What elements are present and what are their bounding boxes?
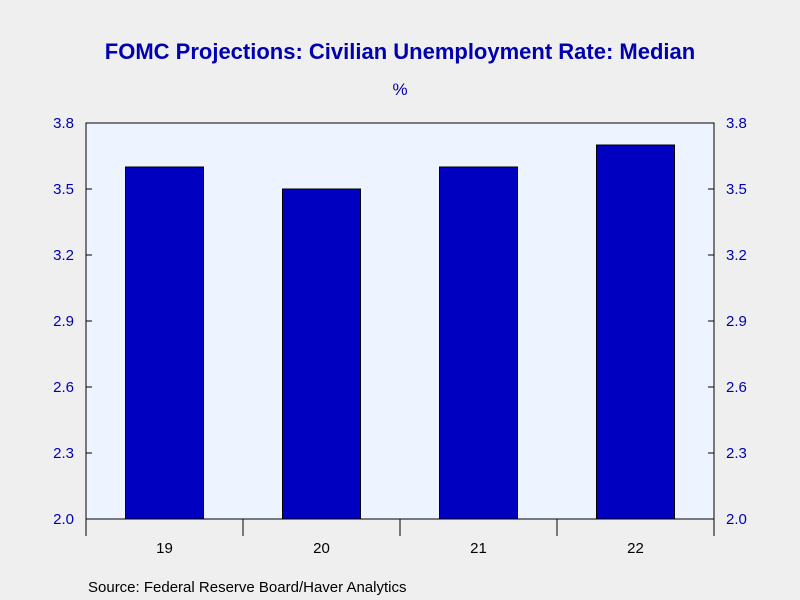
bar-19 bbox=[125, 166, 204, 520]
left-y-axis: 2.0 2.3 2.6 2.9 3.2 3.5 3.8 bbox=[53, 115, 92, 528]
right-y-axis: 2.0 2.3 2.6 2.9 3.2 3.5 3.8 bbox=[708, 115, 747, 528]
right-y-tick-label: 3.8 bbox=[726, 115, 747, 132]
right-y-tick-label: 2.0 bbox=[726, 511, 747, 528]
right-y-tick-label: 3.2 bbox=[726, 247, 747, 264]
chart-title: FOMC Projections: Civilian Unemployment … bbox=[105, 39, 695, 64]
right-y-tick-label: 2.3 bbox=[726, 445, 747, 462]
x-axis: 19 20 21 22 bbox=[85, 519, 715, 557]
bars bbox=[125, 144, 675, 520]
left-y-tick-label: 2.3 bbox=[53, 445, 74, 462]
x-tick-label: 19 bbox=[156, 540, 173, 557]
left-y-tick-label: 3.8 bbox=[53, 115, 74, 132]
x-tick-label: 21 bbox=[470, 540, 487, 557]
bar-22 bbox=[596, 144, 675, 520]
source-note: Source: Federal Reserve Board/Haver Anal… bbox=[88, 579, 406, 596]
right-y-tick-label: 2.9 bbox=[726, 313, 747, 330]
x-tick-label: 20 bbox=[313, 540, 330, 557]
left-y-tick-label: 3.5 bbox=[53, 181, 74, 198]
x-tick-label: 22 bbox=[627, 540, 644, 557]
left-y-tick-label: 2.0 bbox=[53, 511, 74, 528]
left-y-tick-label: 2.9 bbox=[53, 313, 74, 330]
bar-21 bbox=[439, 166, 518, 520]
right-y-tick-label: 3.5 bbox=[726, 181, 747, 198]
unit-label: % bbox=[392, 80, 407, 99]
bar-20 bbox=[282, 188, 361, 520]
right-y-tick-label: 2.6 bbox=[726, 379, 747, 396]
left-y-tick-label: 3.2 bbox=[53, 247, 74, 264]
left-y-tick-label: 2.6 bbox=[53, 379, 74, 396]
